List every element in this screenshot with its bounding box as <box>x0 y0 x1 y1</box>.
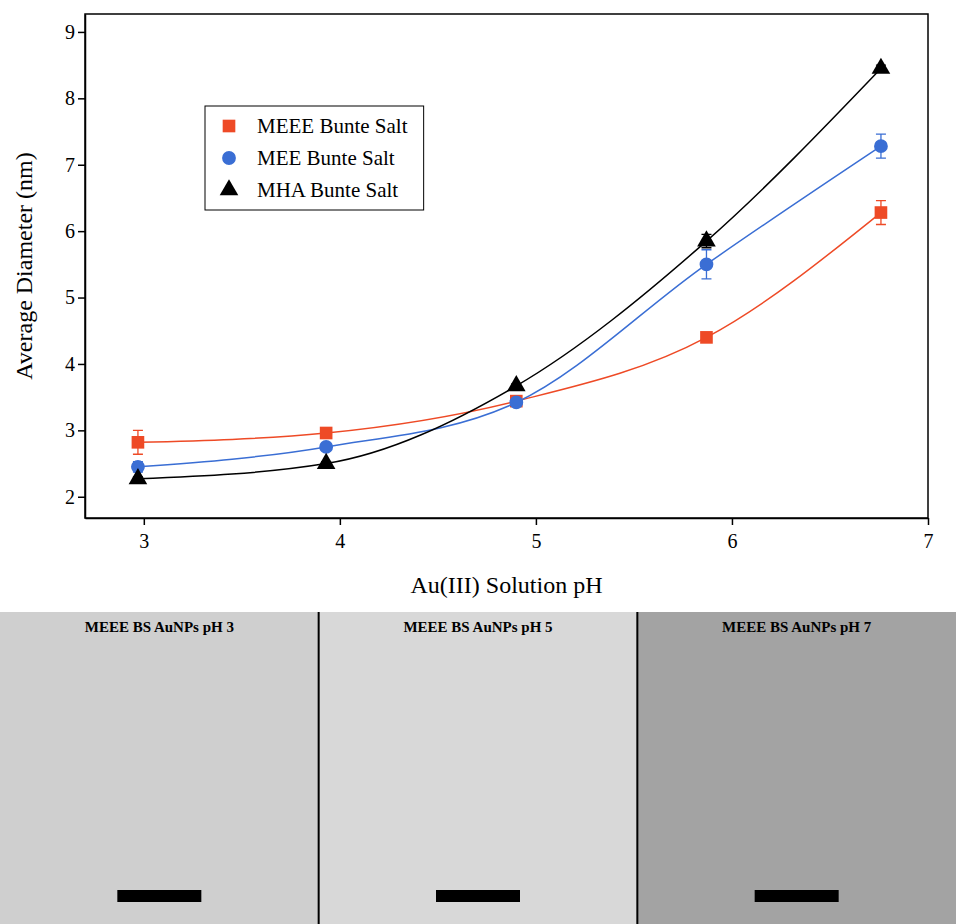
data-point <box>317 453 336 469</box>
data-point <box>875 206 888 219</box>
x-tick-mark <box>928 518 930 525</box>
y-tick: 3 <box>65 419 85 441</box>
panel-divider <box>318 612 320 924</box>
fit-line <box>138 68 881 478</box>
data-point <box>319 440 333 454</box>
y-tick-label: 5 <box>65 286 75 308</box>
data-point <box>129 468 148 484</box>
y-tick-mark <box>78 364 85 366</box>
y-tick-label: 4 <box>65 353 75 375</box>
y-tick-label: 8 <box>65 87 75 109</box>
y-tick-mark <box>78 297 85 299</box>
y-tick: 9 <box>65 21 85 43</box>
legend-marker <box>220 179 239 195</box>
tem-image <box>637 612 956 924</box>
panel-divider <box>636 612 638 924</box>
data-point <box>509 396 523 410</box>
x-tick-mark <box>536 518 538 525</box>
y-tick-label: 6 <box>65 220 75 242</box>
data-point <box>700 331 713 344</box>
data-point <box>320 427 333 440</box>
fit-line <box>138 213 881 443</box>
x-tick-label: 7 <box>924 530 934 552</box>
y-tick-mark <box>78 98 85 100</box>
image-title: MEEE BS AuNPs pH 7 <box>722 619 872 635</box>
data-point <box>872 58 891 74</box>
data-point <box>700 257 714 271</box>
legend-label: MEE Bunte Salt <box>257 146 395 170</box>
scale-bar <box>117 890 201 902</box>
y-axis-line <box>85 15 87 519</box>
y-axis-title: Average Diameter (nm) <box>11 152 37 379</box>
data-point <box>874 139 888 153</box>
y-axis: 2 3 4 5 6 7 8 9 <box>65 15 86 519</box>
x-tick-label: 6 <box>727 530 737 552</box>
legend: MEEE Bunte Salt MEE Bunte Salt MHA Bunte S… <box>205 106 424 210</box>
y-tick-label: 9 <box>65 21 75 43</box>
scale-bar <box>436 890 520 902</box>
y-tick-label: 2 <box>65 486 75 508</box>
legend-marker <box>222 151 236 165</box>
x-tick: 5 <box>531 518 541 552</box>
x-tick-mark <box>732 518 734 525</box>
y-tick-mark <box>78 231 85 233</box>
x-axis-title: Au(III) Solution pH <box>411 572 603 598</box>
plot-frame <box>85 14 928 518</box>
x-tick: 6 <box>727 518 737 552</box>
x-tick-mark <box>144 518 146 525</box>
y-tick-mark <box>78 430 85 432</box>
scale-bar <box>755 890 839 902</box>
x-tick: 4 <box>335 518 345 552</box>
y-tick: 6 <box>65 220 85 242</box>
data-point <box>697 230 716 246</box>
tem-image <box>0 612 319 924</box>
y-tick-label: 7 <box>65 154 75 176</box>
image-title: MEEE BS AuNPs pH 3 <box>85 619 234 635</box>
y-tick-mark <box>78 164 85 166</box>
y-tick: 2 <box>65 486 85 508</box>
chart-canvas: 3 4 5 6 7 2 3 4 5 6 7 8 9 Au(III) Solution pH Average … <box>0 0 956 924</box>
x-axis-line <box>86 518 929 520</box>
data-point <box>507 375 526 391</box>
series-2 <box>129 58 891 484</box>
y-tick-mark <box>78 497 85 499</box>
y-tick: 4 <box>65 353 85 375</box>
tem-image <box>319 612 638 924</box>
y-tick: 5 <box>65 286 85 308</box>
y-tick: 8 <box>65 87 85 109</box>
x-axis: 3 4 5 6 7 <box>86 518 934 552</box>
series-0 <box>132 201 888 455</box>
image-panels: MEEE BS AuNPs pH 3 MEEE BS AuNPs pH 5 MEEE… <box>0 612 956 924</box>
y-tick: 7 <box>65 154 85 176</box>
x-tick: 3 <box>139 518 149 552</box>
x-tick: 7 <box>924 518 934 552</box>
x-tick-label: 5 <box>531 530 541 552</box>
x-tick-label: 3 <box>139 530 149 552</box>
data-point <box>132 436 145 449</box>
y-tick-label: 3 <box>65 419 75 441</box>
plot-area <box>129 58 891 484</box>
legend-label: MEEE Bunte Salt <box>257 114 408 138</box>
legend-marker <box>223 120 236 133</box>
legend-box <box>205 106 424 210</box>
x-tick-mark <box>340 518 342 525</box>
y-tick-mark <box>78 32 85 34</box>
legend-label: MHA Bunte Salt <box>257 178 398 202</box>
x-tick-label: 4 <box>335 530 345 552</box>
image-title: MEEE BS AuNPs pH 5 <box>403 619 552 635</box>
